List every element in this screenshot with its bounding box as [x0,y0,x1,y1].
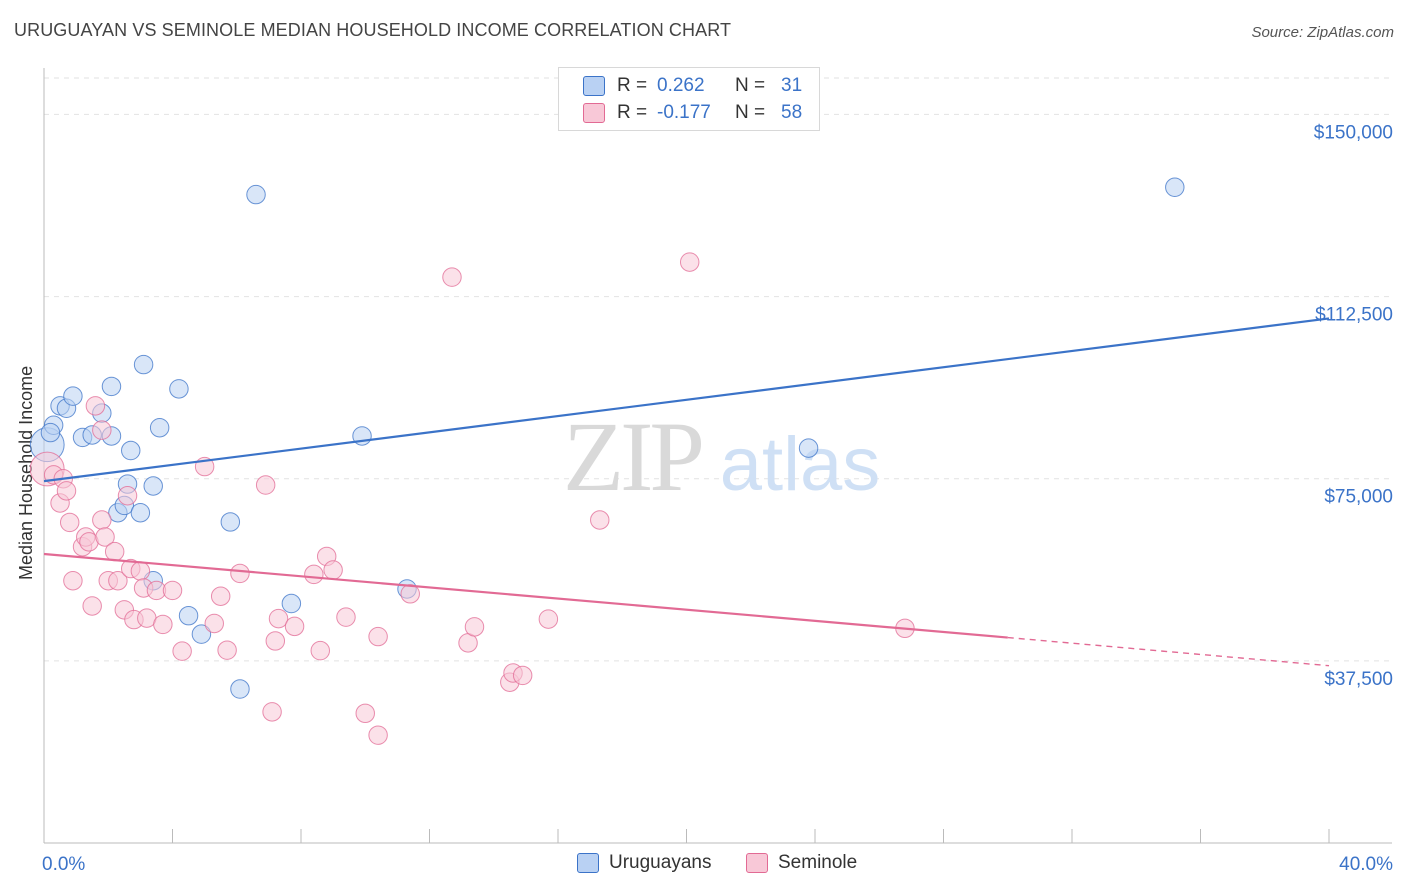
legend-label-seminole: Seminole [778,852,858,873]
legend-n-value: 58 [781,102,803,123]
data-point-seminole [262,702,282,722]
data-point-seminole [590,510,610,530]
data-point-seminole [442,267,462,287]
data-point-uruguayans [220,512,241,532]
y-tick-labels: $37,500 $75,000 $112,500 $150,000 [1314,122,1393,689]
data-point-seminole [108,570,128,591]
data-point-seminole [255,475,276,495]
watermark: ZIP atlas [563,401,880,512]
data-point-seminole [59,512,80,533]
legend-r-label: R = [617,102,648,123]
data-point-uruguayans [169,379,189,399]
data-point-seminole [400,584,420,604]
legend-n-value: 31 [781,75,803,96]
series-seminole [29,252,915,745]
data-point-uruguayans [281,593,302,614]
data-point-seminole [56,481,77,501]
data-point-seminole [368,725,388,745]
data-point-seminole [92,420,112,440]
legend-swatch-seminole [746,853,768,873]
data-point-seminole [265,631,286,651]
trend-lines [43,317,1330,667]
legend-r-value: -0.177 [657,102,711,123]
data-points [29,177,1185,745]
data-point-seminole [230,563,250,584]
data-point-uruguayans [1165,177,1185,198]
data-point-seminole [355,703,375,724]
data-point-seminole [130,561,151,581]
data-point-uruguayans [133,354,154,375]
legend-swatch-uruguayans [577,853,599,873]
data-point-uruguayans [130,502,151,523]
legend-n-label: N = [735,102,766,123]
legend-r-value: 0.262 [657,75,705,96]
data-point-uruguayans [246,184,266,205]
data-point-seminole [95,527,115,547]
data-point-seminole [172,641,192,661]
trend-line-uruguayans [43,317,1330,483]
data-point-uruguayans [191,624,212,644]
data-point-seminole [284,616,305,637]
data-point-seminole [512,665,533,686]
legend-swatch-seminole [583,103,605,123]
data-point-seminole [210,586,231,606]
data-point-uruguayans [178,605,199,626]
data-point-uruguayans [149,417,170,438]
data-point-seminole [368,626,388,647]
trend-line-extension-seminole [1007,636,1330,667]
data-point-seminole [117,485,138,506]
series-legend: Uruguayans Seminole [0,852,1406,878]
data-point-uruguayans [40,422,61,443]
x-tick-labels: 0.0% 40.0% [42,854,1393,875]
y-tick-label: $112,500 [1315,305,1393,326]
y-tick-label: $75,000 [1324,487,1393,508]
watermark-atlas: atlas [720,422,881,507]
data-point-seminole [304,564,324,585]
data-point-uruguayans [63,386,83,406]
legend-n-label: N = [735,75,766,96]
trend-line-seminole [43,552,1008,639]
legend-item-seminole[interactable]: Seminole [746,852,857,874]
data-point-seminole [104,541,125,562]
legend-item-uruguayans[interactable]: Uruguayans [577,852,711,874]
data-point-seminole [204,613,224,634]
x-tick-label-max: 40.0% [1339,854,1393,875]
chart-title: URUGUAYAN VS SEMINOLE MEDIAN HOUSEHOLD I… [14,20,732,40]
data-point-seminole [82,596,102,616]
legend-row-uruguayans: R = 0.262 N = 31 [583,73,802,99]
data-point-seminole [323,560,343,580]
source-label: Source: ZipAtlas.com [1251,24,1394,41]
data-point-seminole [153,614,173,635]
legend-label-uruguayans: Uruguayans [609,852,712,873]
data-point-seminole [310,640,331,661]
data-point-seminole [464,617,485,637]
data-point-uruguayans [230,679,250,699]
legend-swatch-uruguayans [583,76,605,96]
data-point-seminole [217,640,237,660]
data-point-seminole [336,607,356,627]
data-point-seminole [679,252,700,272]
data-point-seminole [92,510,112,530]
data-point-seminole [85,396,106,416]
data-point-seminole [268,608,289,629]
data-point-seminole [63,570,83,591]
data-point-seminole [538,609,559,629]
x-tick-label-min: 0.0% [42,854,85,875]
data-point-uruguayans [143,476,163,496]
data-point-seminole [79,532,99,552]
y-tick-label: $150,000 [1314,122,1393,143]
data-point-uruguayans [798,438,819,458]
data-point-uruguayans [121,440,141,461]
legend-row-seminole: R = -0.177 N = 58 [583,100,802,126]
correlation-legend: R = 0.262 N = 31 R = -0.177 N = 58 [558,67,820,131]
legend-r-label: R = [617,75,648,96]
watermark-zip: ZIP [563,401,701,512]
data-point-uruguayans [101,376,122,397]
y-tick-label: $37,500 [1324,669,1393,690]
data-point-seminole [162,580,183,601]
